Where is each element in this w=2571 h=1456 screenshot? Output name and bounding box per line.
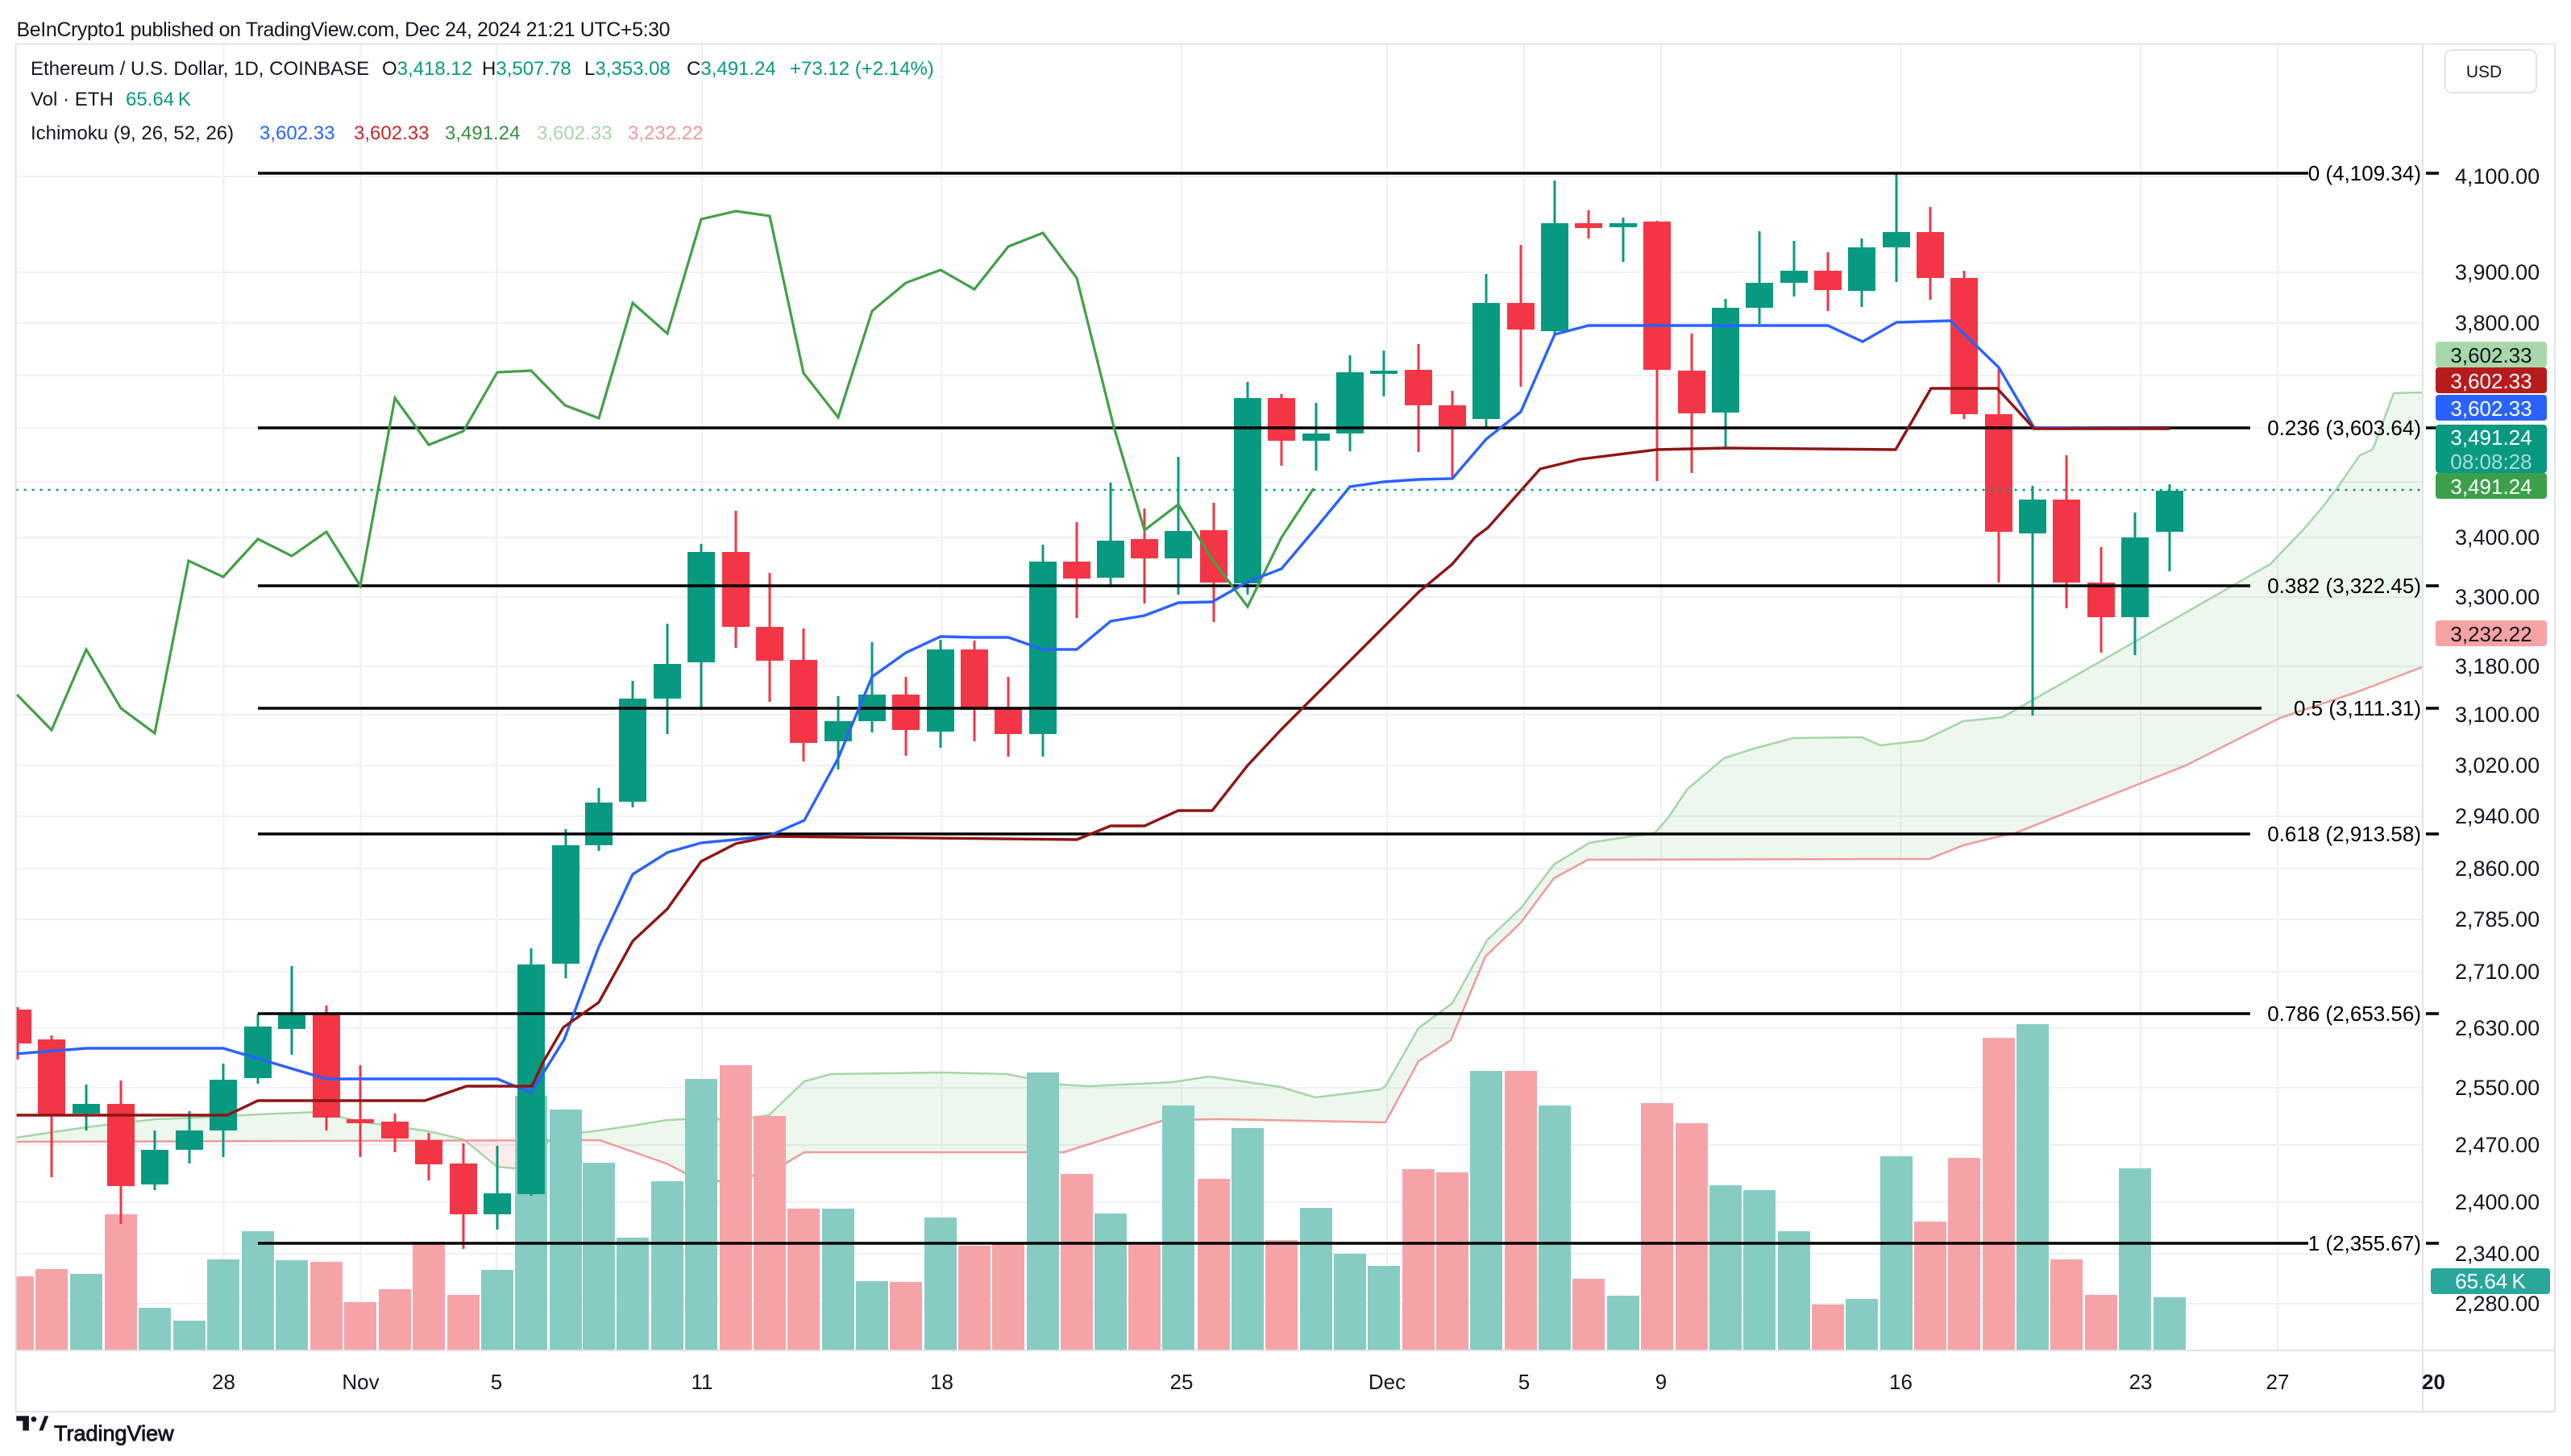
svg-text:16: 16 bbox=[1889, 1370, 1913, 1394]
svg-text:3,180.00: 3,180.00 bbox=[2455, 654, 2540, 678]
svg-text:3,602.33: 3,602.33 bbox=[2450, 396, 2532, 421]
svg-text:2,785.00: 2,785.00 bbox=[2455, 907, 2540, 931]
svg-text:TradingView: TradingView bbox=[54, 1421, 174, 1446]
svg-text:0.5 (3,111.31): 0.5 (3,111.31) bbox=[2294, 696, 2421, 720]
svg-text:5: 5 bbox=[491, 1370, 502, 1394]
svg-text:28: 28 bbox=[212, 1370, 235, 1394]
svg-text:2,630.00: 2,630.00 bbox=[2455, 1016, 2540, 1040]
svg-text:3,800.00: 3,800.00 bbox=[2455, 311, 2540, 335]
svg-text:1 (2,355.67): 1 (2,355.67) bbox=[2308, 1231, 2421, 1255]
svg-text:BeInCrypto1 published on Tradi: BeInCrypto1 published on TradingView.com… bbox=[17, 19, 671, 41]
svg-text:3,602.33: 3,602.33 bbox=[2450, 369, 2532, 393]
svg-text:Dec: Dec bbox=[1369, 1370, 1406, 1394]
svg-text:2,710.00: 2,710.00 bbox=[2455, 960, 2540, 984]
svg-text:2,470.00: 2,470.00 bbox=[2455, 1133, 2540, 1157]
svg-text:4,100.00: 4,100.00 bbox=[2455, 164, 2540, 189]
svg-text:23: 23 bbox=[2129, 1370, 2153, 1394]
svg-text:3,232.22: 3,232.22 bbox=[2450, 622, 2532, 646]
svg-text:08:08:28: 08:08:28 bbox=[2450, 450, 2532, 474]
svg-text:9: 9 bbox=[1655, 1370, 1667, 1394]
svg-text:20: 20 bbox=[2422, 1370, 2445, 1394]
svg-text:2,340.00: 2,340.00 bbox=[2455, 1242, 2540, 1266]
svg-text:2,860.00: 2,860.00 bbox=[2455, 857, 2540, 881]
svg-text:3,400.00: 3,400.00 bbox=[2455, 525, 2540, 550]
svg-text:Ichimoku (9, 26, 52, 26)3,602.: Ichimoku (9, 26, 52, 26) 3,602.33 3,602.33… bbox=[31, 122, 703, 144]
svg-text:2,280.00: 2,280.00 bbox=[2455, 1292, 2540, 1316]
svg-text:Ethereum / U.S. Dollar, 1D, CO: Ethereum / U.S. Dollar, 1D, COINBASE O3,4… bbox=[31, 58, 934, 80]
svg-text:0.618 (2,913.58): 0.618 (2,913.58) bbox=[2267, 822, 2421, 846]
svg-text:Nov: Nov bbox=[342, 1370, 379, 1394]
svg-text:USD: USD bbox=[2466, 63, 2502, 81]
svg-text:0.786 (2,653.56): 0.786 (2,653.56) bbox=[2267, 1002, 2421, 1026]
svg-text:2,940.00: 2,940.00 bbox=[2455, 804, 2540, 828]
svg-text:3,491.24: 3,491.24 bbox=[2450, 425, 2532, 450]
svg-text:3,100.00: 3,100.00 bbox=[2455, 703, 2540, 727]
svg-text:5: 5 bbox=[1518, 1370, 1530, 1394]
svg-text:25: 25 bbox=[1170, 1370, 1194, 1394]
svg-text:11: 11 bbox=[692, 1370, 713, 1394]
svg-text:0.382 (3,322.45): 0.382 (3,322.45) bbox=[2267, 574, 2421, 598]
svg-text:65.64 K: 65.64 K bbox=[2455, 1269, 2526, 1293]
svg-text:3,602.33: 3,602.33 bbox=[2450, 343, 2532, 367]
svg-text:2,550.00: 2,550.00 bbox=[2455, 1076, 2540, 1100]
svg-text:0 (4,109.34): 0 (4,109.34) bbox=[2308, 161, 2421, 185]
svg-text:0.236 (3,603.64): 0.236 (3,603.64) bbox=[2267, 416, 2421, 440]
svg-text:18: 18 bbox=[930, 1370, 953, 1394]
svg-text:2,400.00: 2,400.00 bbox=[2455, 1190, 2540, 1214]
svg-text:3,900.00: 3,900.00 bbox=[2455, 260, 2540, 284]
svg-text:3,491.24: 3,491.24 bbox=[2450, 475, 2532, 499]
svg-text:3,020.00: 3,020.00 bbox=[2455, 753, 2540, 778]
svg-text:27: 27 bbox=[2266, 1370, 2290, 1394]
svg-text:3,300.00: 3,300.00 bbox=[2455, 585, 2540, 609]
